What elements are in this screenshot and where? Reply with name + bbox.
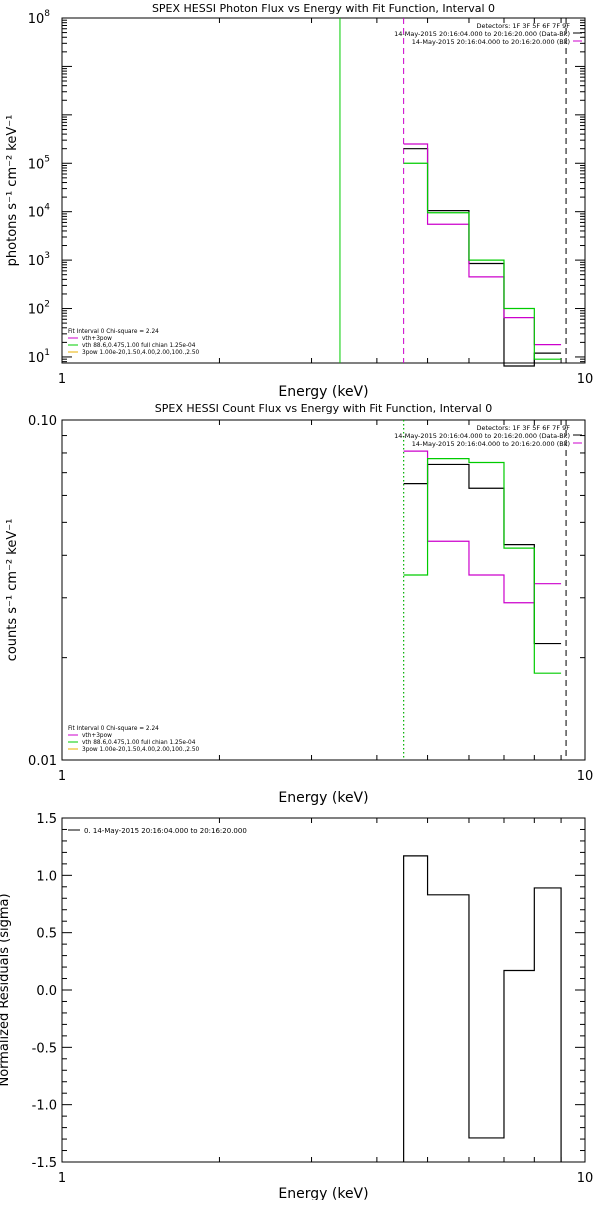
chart1-legend-entry: 14-May-2015 20:16:04.000 to 20:16:20.000…: [412, 440, 570, 448]
chart0-y-tick-label: 103: [28, 251, 50, 269]
chart2-x-tick-label: 1: [58, 1171, 66, 1186]
chart0-legend-entry: 14-May-2015 20:16:04.000 to 20:16:20.000…: [412, 38, 570, 46]
chart1-title: SPEX HESSI Count Flux vs Energy with Fit…: [155, 402, 492, 415]
chart0-fit-legend-entry: Fit Interval 0 Chi-square = 2.24: [68, 329, 159, 335]
chart1-x-axis-label: Energy (keV): [278, 790, 368, 806]
chart1-x-tick-label: 10: [577, 769, 594, 784]
chart1-x-tick-label: 1: [58, 769, 66, 784]
chart2-y-tick-label: 1.0: [36, 869, 57, 884]
chart2-y-tick-label: 0.5: [36, 927, 57, 942]
chart0-legend-entry: Detectors: 1F 3F 5F 6F 7F 9F: [476, 22, 570, 30]
chart0-y-tick-label: 104: [28, 203, 51, 221]
chart2-x-tick-label: 10: [577, 1171, 594, 1186]
chart2-y-tick-label: 1.5: [36, 812, 57, 827]
chart1-plot-frame: [61, 419, 586, 761]
chart0-fit-legend-entry: 3pow 1.00e-20,1.50,4.00,2.00,100.,2.50: [82, 350, 200, 356]
chart2-legend-entry: 0. 14-May-2015 20:16:04.000 to 20:16:20.…: [84, 827, 247, 835]
chart1-legend-entry: Detectors: 1F 3F 5F 6F 7F 9F: [476, 424, 570, 432]
count-flux-panel: SPEX HESSI Count Flux vs Energy with Fit…: [5, 402, 593, 806]
chart0-plot-frame: [61, 17, 586, 364]
chart2-y-tick-label: -0.5: [32, 1041, 57, 1056]
chart0-y-axis-label: photons s⁻¹ cm⁻² keV⁻¹: [5, 115, 20, 267]
chart0-y-tick-label: 105: [28, 154, 50, 172]
chart0-y-tick-exponent: 5: [44, 154, 50, 164]
chart0-fit-legend-entry: vth 88.6,0.475,1.00 full chian 1.25e-04: [82, 343, 196, 349]
chart0-title: SPEX HESSI Photon Flux vs Energy with Fi…: [152, 2, 495, 15]
chart0-y-tick-label: 102: [28, 300, 50, 318]
chart0-x-tick-label: 1: [58, 372, 66, 387]
chart0-legend-entry: 14-May-2015 20:16:04.000 to 20:16:20.000…: [394, 30, 570, 38]
chart1-legend-entry: 14-May-2015 20:16:04.000 to 20:16:20.000…: [394, 432, 570, 440]
chart1-y-tick-label: 0.01: [28, 754, 57, 769]
chart0-y-tick-exponent: 1: [44, 348, 50, 358]
chart1-fit-legend-entry: vth 88.6,0.475,1.00 full chian 1.25e-04: [82, 740, 196, 746]
chart1-y-tick-label: 0.10: [28, 414, 57, 429]
chart0-y-tick-exponent: 8: [44, 9, 50, 19]
chart0-series-2-histogram: [403, 162, 562, 360]
chart0-y-tick-label: 101: [28, 348, 50, 366]
chart0-x-tick-label: 10: [577, 372, 594, 387]
chart2-y-axis-label: Normalized Residuals (sigma): [0, 893, 12, 1086]
residuals-panel: 1 10 Energy (keV) 1.5 1.0 0.5 0.0 -0.5 -1.0 -1.5 N…: [0, 812, 594, 1202]
chart2-series-0-histogram: [403, 855, 562, 1162]
chart0-x-axis-label: Energy (keV): [278, 384, 368, 400]
chart0-y-tick-exponent: 4: [44, 203, 50, 213]
chart0-fit-legend-entry: vth+3pow: [82, 336, 112, 342]
chart1-fit-legend-entry: 3pow 1.00e-20,1.50,4.00,2.00,100.,2.50: [82, 747, 200, 753]
chart2-y-tick-label: -1.5: [32, 1156, 57, 1171]
chart1-fit-legend-entry: Fit Interval 0 Chi-square = 2.24: [68, 726, 159, 732]
chart1-fit-legend-entry: vth+3pow: [82, 733, 112, 739]
chart0-y-tick-label: 108: [28, 9, 51, 27]
chart1-y-axis-label: counts s⁻¹ cm⁻² keV⁻¹: [5, 519, 20, 662]
chart1-series-2-histogram: [403, 457, 562, 674]
photon-flux-panel: SPEX HESSI Photon Flux vs Energy with Fi…: [5, 2, 593, 400]
chart2-y-tick-label: -1.0: [32, 1099, 57, 1114]
chart0-y-tick-exponent: 2: [44, 300, 50, 310]
chart2-plot-frame: [61, 817, 586, 1163]
chart2-y-tick-label: 0.0: [36, 984, 57, 999]
chart0-y-tick-exponent: 3: [44, 251, 50, 261]
chart2-x-axis-label: Energy (keV): [278, 1186, 368, 1200]
